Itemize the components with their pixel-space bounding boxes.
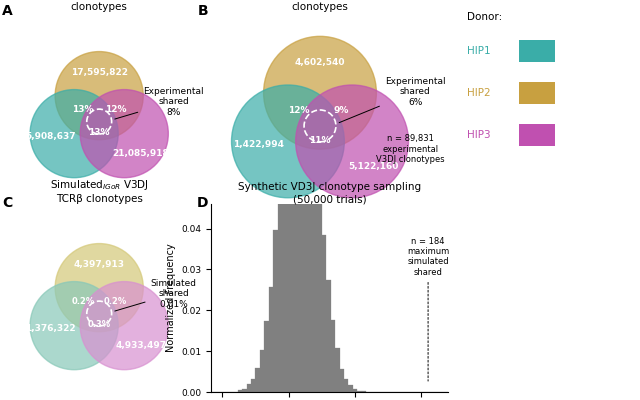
Bar — [326, 280, 331, 392]
Text: D: D — [197, 196, 209, 210]
Bar — [273, 230, 278, 392]
Bar — [308, 60, 313, 392]
Circle shape — [264, 36, 376, 149]
Text: 9%: 9% — [333, 106, 349, 115]
Text: Experimental
shared
8%: Experimental shared 8% — [115, 87, 204, 119]
Bar — [282, 107, 287, 392]
Bar — [295, 0, 300, 392]
Title: Experiment V3J
clonotypes: Experiment V3J clonotypes — [59, 0, 140, 12]
Text: HIP3: HIP3 — [467, 130, 491, 140]
Text: n = 89,831
experimental
V3DJ clonotypes: n = 89,831 experimental V3DJ clonotypes — [376, 134, 445, 164]
Text: n = 184
maximum
simulated
shared: n = 184 maximum simulated shared — [407, 237, 449, 381]
Title: Experiment V3DJ
clonotypes: Experiment V3DJ clonotypes — [276, 0, 364, 12]
Bar — [251, 378, 255, 392]
Title: Synthetic VD3J clonotype sampling
(50,000 trials): Synthetic VD3J clonotype sampling (50,00… — [238, 182, 421, 204]
Bar — [519, 82, 555, 104]
Text: 1,422,994: 1,422,994 — [232, 140, 284, 149]
Text: 12%: 12% — [288, 106, 310, 115]
Bar — [264, 321, 269, 392]
Circle shape — [30, 90, 118, 178]
Bar — [322, 235, 326, 392]
Circle shape — [80, 282, 168, 370]
Bar — [278, 176, 282, 392]
Text: 5,122,160: 5,122,160 — [348, 162, 398, 171]
Text: 5,908,637: 5,908,637 — [26, 132, 76, 141]
Circle shape — [296, 85, 408, 198]
Bar — [353, 389, 357, 392]
Text: 13%: 13% — [88, 128, 110, 137]
Text: HIP1: HIP1 — [467, 46, 491, 56]
Text: 4,602,540: 4,602,540 — [295, 58, 345, 67]
Text: 12%: 12% — [105, 105, 126, 114]
Bar — [246, 384, 251, 392]
Bar — [300, 0, 304, 392]
Circle shape — [232, 85, 344, 198]
Text: 0.3%: 0.3% — [88, 320, 111, 329]
Text: B: B — [198, 4, 209, 18]
Bar — [260, 350, 264, 392]
Bar — [348, 385, 353, 392]
Bar — [237, 390, 242, 392]
Bar — [287, 61, 291, 392]
Bar — [255, 368, 260, 392]
Bar — [331, 320, 335, 392]
Bar — [519, 40, 555, 62]
Text: 0.2%: 0.2% — [104, 297, 127, 306]
Bar — [344, 379, 348, 392]
Text: 4,933,497: 4,933,497 — [115, 341, 166, 350]
Text: 1,376,322: 1,376,322 — [26, 324, 76, 333]
Text: Simulated
shared
0.01%: Simulated shared 0.01% — [115, 279, 196, 311]
Text: 4,397,913: 4,397,913 — [74, 260, 125, 269]
Bar — [335, 348, 340, 392]
Circle shape — [55, 244, 143, 332]
Text: 21,085,918: 21,085,918 — [112, 149, 169, 158]
Text: HIP2: HIP2 — [467, 88, 491, 98]
Bar — [242, 389, 246, 392]
Bar — [317, 175, 322, 392]
Text: 11%: 11% — [309, 136, 331, 145]
Text: 17,595,822: 17,595,822 — [70, 68, 128, 77]
Text: 0.2%: 0.2% — [71, 297, 95, 306]
Text: 13%: 13% — [72, 105, 93, 114]
Bar — [519, 124, 555, 146]
Circle shape — [80, 90, 168, 178]
Text: Experimental
shared
6%: Experimental shared 6% — [339, 77, 445, 123]
Text: A: A — [3, 4, 13, 18]
Title: Simulated$_{IGoR}$ V3DJ
TCRβ clonotypes: Simulated$_{IGoR}$ V3DJ TCRβ clonotypes — [50, 178, 148, 204]
Text: C: C — [3, 196, 13, 210]
Bar — [357, 391, 362, 392]
Bar — [313, 109, 317, 392]
Bar — [291, 19, 295, 392]
Y-axis label: Normalized Frequency: Normalized Frequency — [166, 244, 176, 352]
Text: Donor:: Donor: — [467, 12, 502, 22]
Bar — [304, 22, 308, 392]
Bar — [269, 287, 273, 392]
Circle shape — [55, 52, 143, 140]
Bar — [340, 369, 344, 392]
Circle shape — [30, 282, 118, 370]
